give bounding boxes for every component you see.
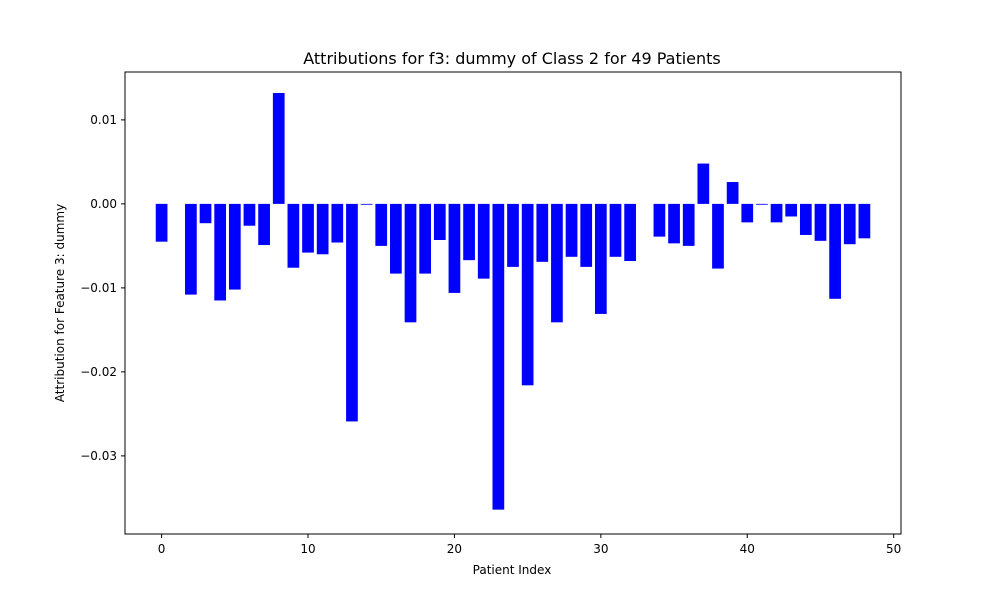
bar-38 xyxy=(712,203,724,269)
x-axis-label: Patient Index xyxy=(473,563,552,577)
x-tick-label: 10 xyxy=(300,542,315,556)
bar-8 xyxy=(272,93,285,204)
plot-frame xyxy=(124,71,902,535)
bar-39 xyxy=(726,182,739,204)
x-tick-label: 30 xyxy=(593,542,608,556)
bar-45 xyxy=(814,203,827,241)
x-tick-label: 50 xyxy=(886,542,901,556)
bar-30 xyxy=(594,203,607,314)
bar-27 xyxy=(551,203,563,323)
bar-6 xyxy=(243,203,256,226)
y-tick-label: 0.00 xyxy=(90,197,117,211)
bar-32 xyxy=(624,203,636,261)
y-tick-label: −0.02 xyxy=(80,365,117,379)
bar-12 xyxy=(331,203,344,243)
bar-24 xyxy=(507,203,519,267)
bar-46 xyxy=(829,203,841,299)
bar-7 xyxy=(258,203,270,246)
bar-37 xyxy=(697,163,710,204)
bar-10 xyxy=(302,203,314,253)
bar-16 xyxy=(390,203,402,274)
bar-21 xyxy=(463,203,475,261)
bar-29 xyxy=(580,203,593,267)
x-tick-label: 0 xyxy=(158,542,166,556)
bar-9 xyxy=(287,203,300,268)
bar-31 xyxy=(609,203,622,257)
bar-47 xyxy=(843,203,856,245)
bar-26 xyxy=(536,203,549,262)
bar-11 xyxy=(316,203,329,255)
y-axis-label: Attribution for Feature 3: dummy xyxy=(53,204,67,402)
bar-0 xyxy=(155,203,168,242)
bar-17 xyxy=(404,203,417,323)
bar-35 xyxy=(668,203,680,244)
bar-28 xyxy=(565,203,578,257)
bar-44 xyxy=(799,203,812,235)
bars-group xyxy=(155,93,871,510)
y-tick-label: 0.01 xyxy=(90,113,117,127)
bar-25 xyxy=(521,203,534,386)
bar-14 xyxy=(360,203,373,205)
bar-18 xyxy=(419,203,432,274)
x-tick-label: 20 xyxy=(447,542,462,556)
bar-4 xyxy=(214,203,227,301)
bar-22 xyxy=(477,203,490,279)
bar-19 xyxy=(433,203,446,240)
x-axis: 0 10 20 30 40 50 xyxy=(158,534,901,556)
bar-15 xyxy=(375,203,388,246)
bar-36 xyxy=(682,203,695,246)
bar-48 xyxy=(858,203,871,239)
y-tick-label: −0.01 xyxy=(80,281,117,295)
bar-2 xyxy=(185,203,197,295)
bar-3 xyxy=(199,203,212,224)
bar-43 xyxy=(785,203,798,217)
chart-title: Attributions for f3: dummy of Class 2 fo… xyxy=(303,49,721,68)
bar-40 xyxy=(741,203,754,223)
bar-42 xyxy=(770,203,783,223)
y-tick-label: −0.03 xyxy=(80,449,117,463)
bar-34 xyxy=(653,203,666,237)
bar-13 xyxy=(346,203,358,422)
x-tick-label: 40 xyxy=(740,542,755,556)
bar-5 xyxy=(228,203,241,290)
bar-41 xyxy=(756,203,768,205)
bar-20 xyxy=(448,203,461,293)
bar-23 xyxy=(492,203,505,510)
y-axis: −0.03 −0.02 −0.01 0.00 0.01 xyxy=(80,113,125,463)
